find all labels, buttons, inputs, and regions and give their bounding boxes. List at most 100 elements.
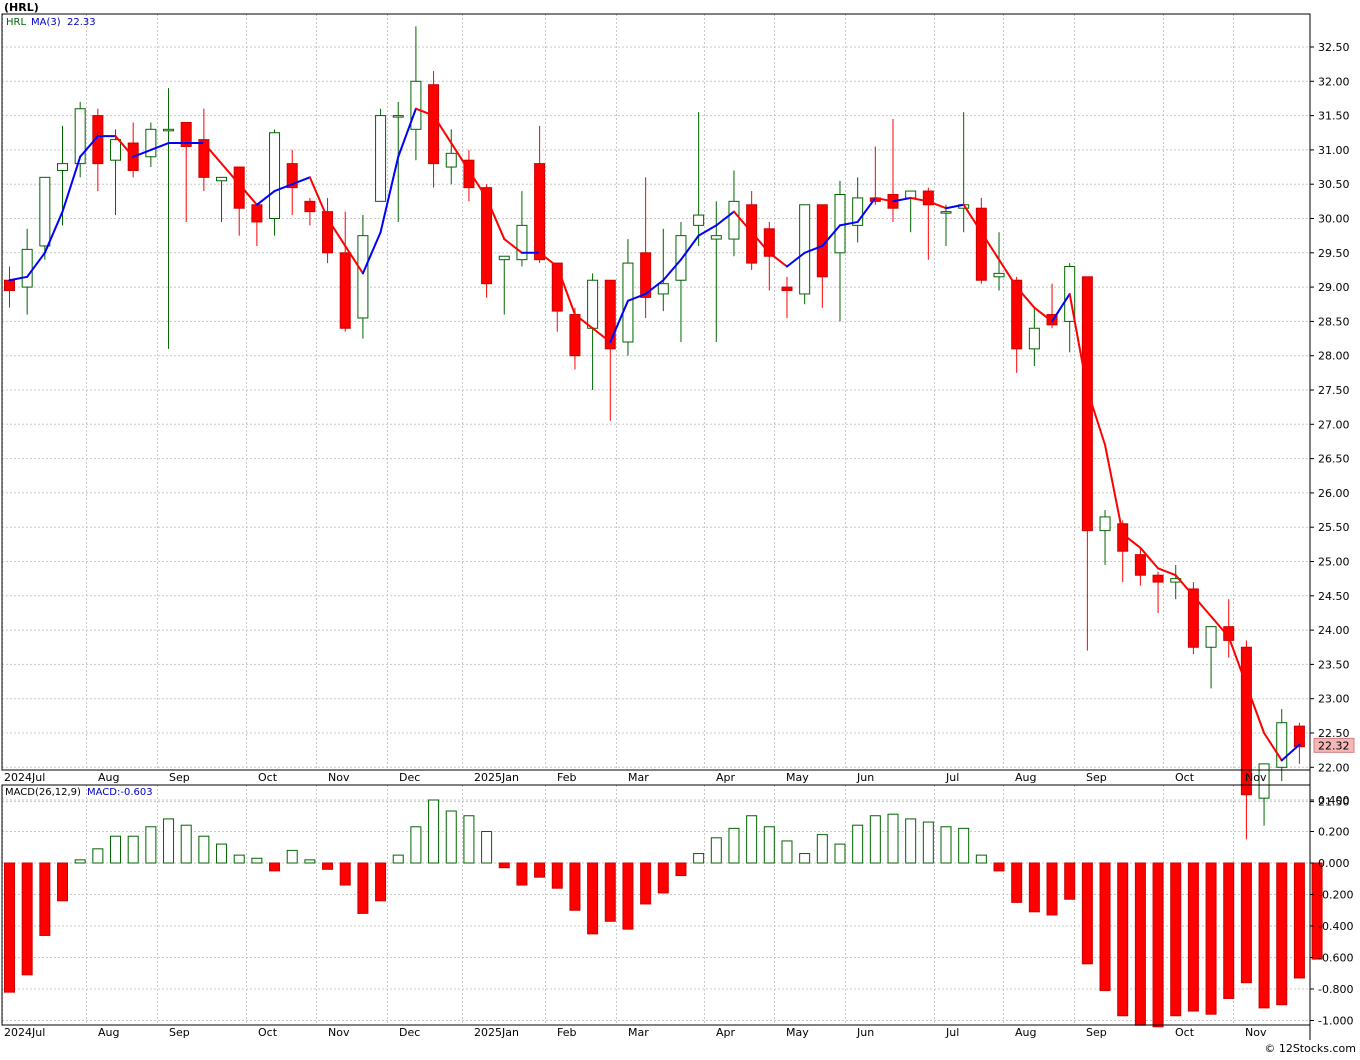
price-tick-label: 32.50	[1318, 41, 1350, 54]
macd-bar	[763, 826, 775, 864]
macd-bar	[233, 854, 245, 864]
legend-ma-name: MA(3)	[31, 17, 61, 28]
x-tick-label: Sep	[1086, 1026, 1107, 1039]
macd-bar	[57, 862, 69, 902]
candle-body	[410, 80, 422, 130]
ma3-segment	[1157, 567, 1177, 577]
ma3-segment	[26, 251, 46, 278]
candle-body	[1028, 327, 1040, 350]
macd-bar	[604, 862, 616, 922]
candle-body	[4, 279, 15, 292]
ma3-segment	[1086, 389, 1107, 446]
macd-bar	[887, 813, 899, 864]
macd-bar	[322, 862, 334, 870]
macd-tick-label: -0.200	[1318, 889, 1353, 902]
ma3-segment	[591, 327, 612, 343]
macd-bar	[958, 827, 970, 864]
candle-body	[1099, 516, 1111, 532]
x-tick-label: May	[786, 771, 809, 784]
macd-gridlines	[2, 785, 1310, 1025]
candle-body	[746, 204, 758, 264]
candle-body	[463, 159, 475, 189]
price-tick-label: 31.00	[1318, 144, 1350, 157]
macd-bar	[1028, 862, 1040, 913]
ma3-segment	[1227, 635, 1248, 686]
macd-bar	[1240, 862, 1252, 984]
ma3-segment	[308, 176, 329, 220]
macd-bar	[1152, 862, 1164, 1028]
candle-body	[286, 163, 298, 189]
candle-body	[534, 163, 546, 261]
x-tick-label: Sep	[169, 1026, 190, 1039]
macd-bar	[21, 862, 33, 976]
ma3-segment	[1121, 533, 1142, 549]
candle-body	[304, 200, 316, 213]
candle-body	[657, 283, 669, 295]
candle-body	[993, 272, 1005, 278]
candle-body	[110, 139, 122, 161]
price-tick-label: 24.50	[1318, 590, 1350, 603]
macd-bar	[445, 810, 457, 864]
macd-bar	[1064, 862, 1076, 900]
price-tick-label: 27.00	[1318, 418, 1350, 431]
ma3-segment	[1280, 743, 1301, 762]
legend-ma-value: 22.33	[67, 17, 96, 28]
ma3-segment	[132, 148, 152, 158]
macd-bar	[92, 848, 104, 864]
ma3-segment	[149, 142, 170, 151]
macd-bar	[1046, 862, 1058, 916]
ma3-segment	[556, 265, 576, 316]
candle-body	[445, 152, 457, 168]
x-tick-label: Oct	[258, 1026, 278, 1039]
macd-bar	[392, 854, 404, 864]
candle-body	[92, 115, 104, 165]
macd-bar	[39, 862, 51, 936]
candle-body	[269, 132, 281, 219]
macd-bar	[339, 862, 351, 886]
x-tick-label: Mar	[628, 1026, 649, 1039]
price-tick-label: 25.50	[1318, 521, 1350, 534]
macd-tick-label: 0.000	[1318, 857, 1350, 870]
candle-body	[322, 211, 334, 254]
macd-bar	[216, 843, 228, 864]
macd-tick-label: -0.400	[1318, 920, 1353, 933]
ma3-segment	[485, 196, 506, 241]
price-tick-label: 30.50	[1318, 178, 1350, 191]
macd-bar	[410, 826, 422, 864]
candle-body	[251, 204, 263, 223]
macd-bar	[905, 818, 917, 864]
macd-bar	[463, 815, 475, 864]
price-tick-label: 32.00	[1318, 75, 1350, 88]
x-tick-label: Mar	[628, 771, 649, 784]
candle-body	[392, 115, 404, 118]
candle-body	[604, 279, 616, 350]
ma3-segment	[114, 135, 135, 158]
x-tick-label: Jul	[945, 771, 959, 784]
macd-bar	[4, 862, 15, 993]
macd-bar	[816, 834, 828, 864]
price-tick-label: 28.00	[1318, 350, 1350, 363]
ma3-segment	[61, 155, 82, 213]
candle-body	[74, 108, 86, 165]
macd-bar	[710, 837, 722, 864]
ma3-segment	[573, 313, 594, 330]
x-tick-label: Aug	[1015, 1026, 1036, 1039]
ma3-segment	[202, 142, 223, 165]
ma3-segment	[1139, 546, 1160, 570]
candle-body	[693, 214, 705, 226]
ma3-segment	[626, 292, 647, 302]
ma3-segment	[291, 176, 311, 186]
candle-body	[375, 115, 387, 202]
macd-tick-label: -1.000	[1318, 1015, 1353, 1028]
x-tick-label: Dec	[399, 1026, 420, 1039]
price-tick-label: 22.50	[1318, 727, 1350, 740]
macd-bar	[481, 831, 493, 864]
last-price-label: 22.32	[1318, 739, 1350, 752]
ma3-segment	[768, 251, 788, 268]
macd-bar	[1134, 862, 1146, 1026]
macd-bar	[869, 815, 881, 864]
x-tick-label: Aug	[98, 1026, 119, 1039]
macd-bar	[1011, 862, 1023, 903]
candle-body	[233, 166, 245, 209]
price-tick-label: 25.00	[1318, 556, 1350, 569]
